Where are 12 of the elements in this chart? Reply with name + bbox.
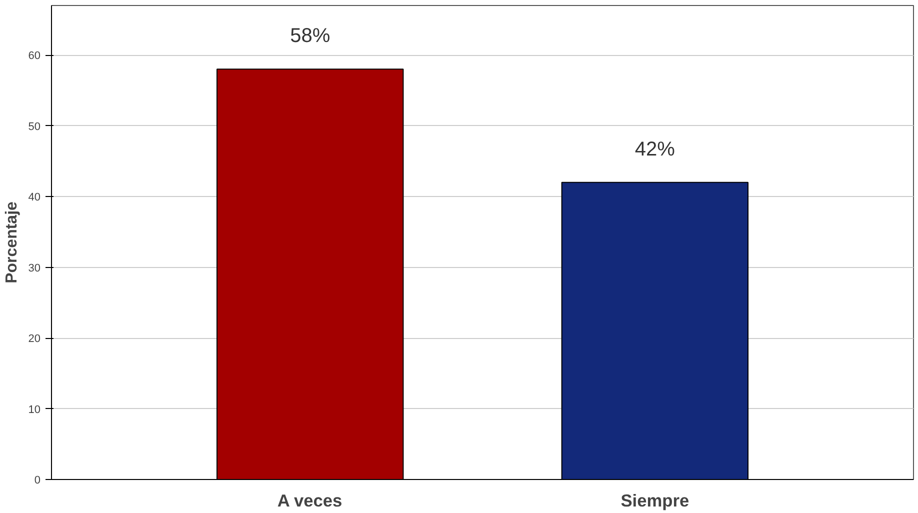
y-tick-label: 50 xyxy=(28,120,41,133)
x-tick-label: A veces xyxy=(277,490,342,510)
y-tick-label: 30 xyxy=(28,262,41,274)
y-axis-title: Porcentaje xyxy=(3,201,20,284)
data-label: 42% xyxy=(634,138,676,160)
y-tick-label: 10 xyxy=(28,404,41,416)
x-tick-label: Siempre xyxy=(620,490,690,510)
y-tick-label: 60 xyxy=(28,50,41,62)
data-label: 58% xyxy=(290,25,330,48)
y-tick-label: 0 xyxy=(34,474,41,486)
y-tick-label: 20 xyxy=(28,333,41,346)
y-tick-label: 40 xyxy=(28,192,41,204)
